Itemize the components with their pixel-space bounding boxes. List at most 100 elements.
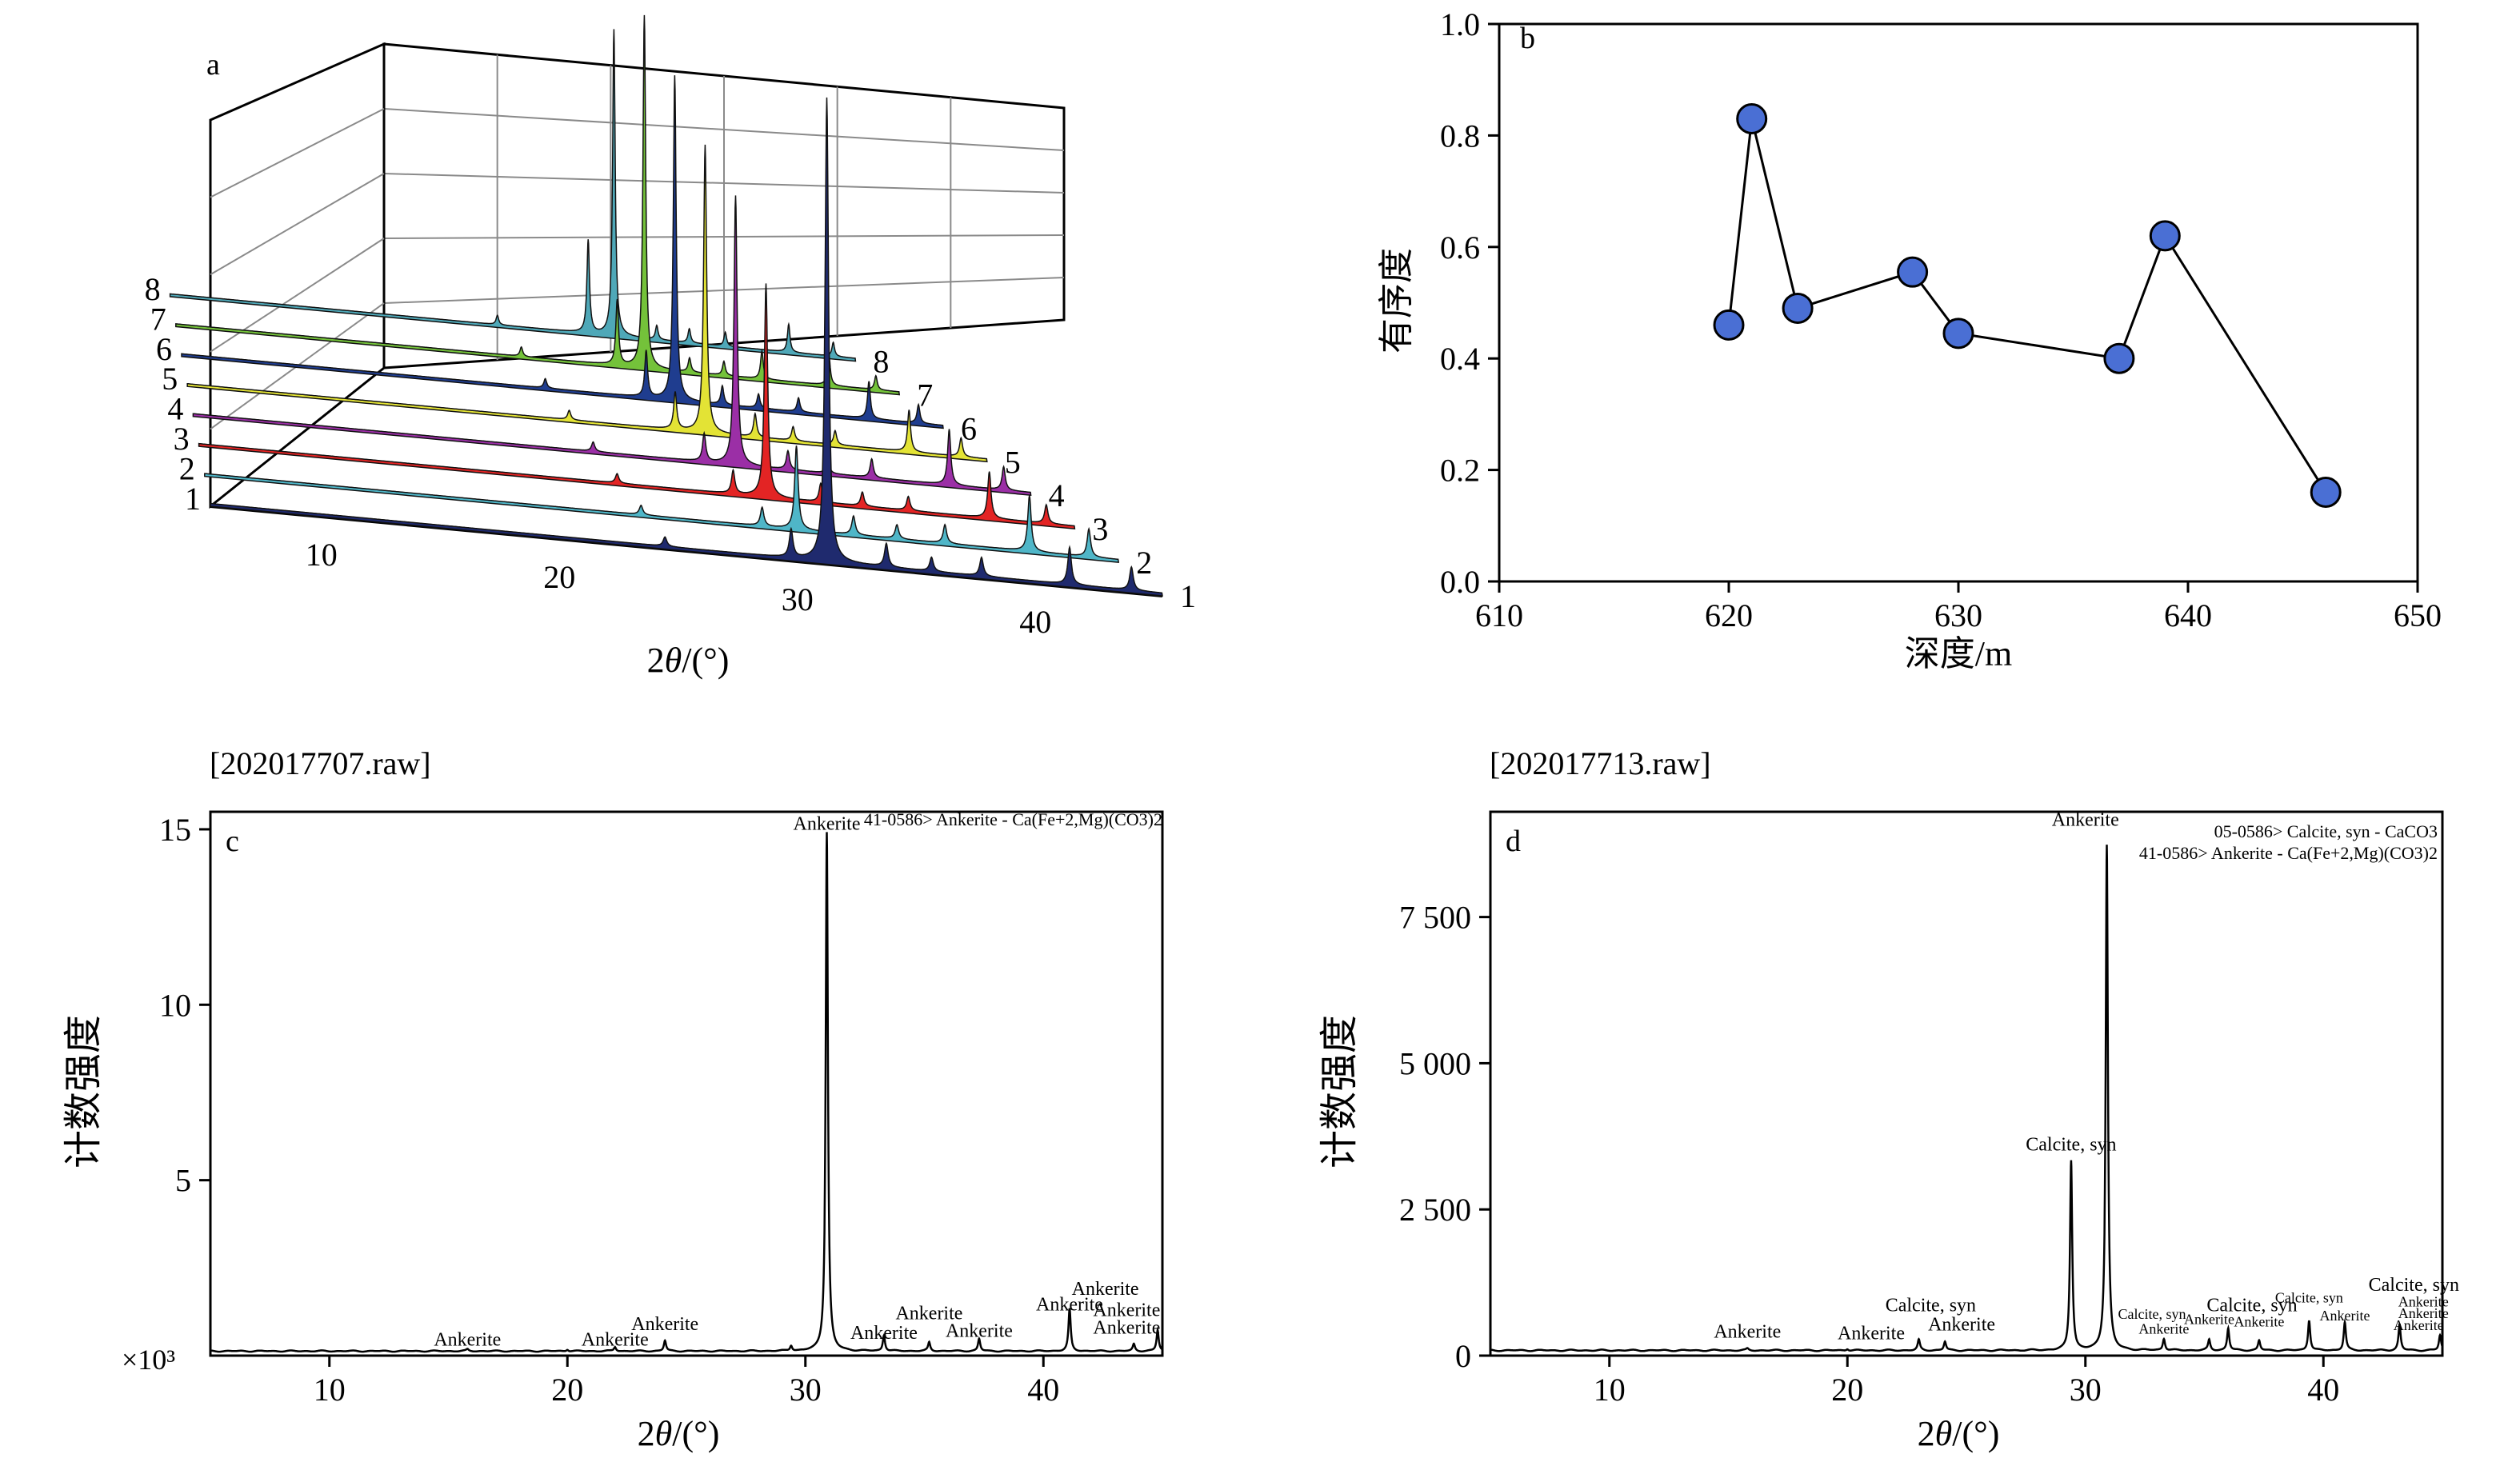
series-label-right: 4 bbox=[1049, 477, 1065, 513]
series-label-left: 1 bbox=[185, 481, 201, 517]
peak-annotation: Ankerite bbox=[2052, 810, 2119, 831]
peak-annotation: Calcite, syn bbox=[1886, 1295, 1976, 1316]
grid-line bbox=[383, 234, 1065, 239]
series-label-left: 5 bbox=[162, 361, 178, 397]
x-tick-label: 650 bbox=[2394, 597, 2442, 633]
peak-annotation: Calcite, syn bbox=[2369, 1275, 2459, 1296]
peak-annotation: Ankerite bbox=[2394, 1317, 2444, 1333]
peak-annotation: Calcite, syn bbox=[2275, 1290, 2343, 1306]
panel-d-file-name: [202017713.raw] bbox=[1490, 745, 1711, 781]
panel-b-x-axis-label: 深度/m bbox=[1905, 634, 2012, 673]
data-point bbox=[2103, 342, 2135, 374]
series-trace bbox=[210, 97, 1163, 597]
data-point bbox=[1782, 292, 1814, 324]
panel-a-x-axis-label: 2θ/(°) bbox=[647, 641, 730, 680]
x-tick-label: 40 bbox=[2307, 1372, 2339, 1408]
x-tick-label: 20 bbox=[551, 1372, 583, 1408]
series-label-left: 7 bbox=[150, 301, 166, 337]
panel-b-y-axis-label: 有序度 bbox=[1377, 248, 1416, 354]
peak-annotation: Calcite, syn bbox=[2118, 1306, 2186, 1322]
series-label-right: 8 bbox=[873, 344, 889, 380]
data-point bbox=[2310, 476, 2342, 508]
y-tick-label: 0.0 bbox=[1440, 564, 1480, 600]
series-label-left: 2 bbox=[179, 451, 195, 487]
peak-annotation: Ankerite bbox=[2320, 1308, 2370, 1324]
panel-c-reference: 41-0586> Ankerite - Ca(Fe+2,Mg)(CO3)2 bbox=[864, 809, 1162, 829]
peak-annotation: Ankerite bbox=[1036, 1295, 1103, 1316]
x-tick-label: 10 bbox=[1594, 1372, 1626, 1408]
data-point bbox=[1897, 256, 1929, 288]
peak-annotation: Ankerite bbox=[1093, 1300, 1160, 1320]
panel-c-y-axis-label: 计数强度 bbox=[62, 1015, 105, 1168]
plot-frame bbox=[1498, 22, 2419, 583]
series-line bbox=[1727, 118, 2327, 493]
peak-annotation: Ankerite bbox=[1093, 1317, 1160, 1338]
y-tick-label: 0.4 bbox=[1440, 341, 1480, 377]
series-label-left: 4 bbox=[167, 391, 183, 427]
panel-a-label: a bbox=[206, 48, 220, 82]
data-point bbox=[1713, 309, 1745, 341]
y-tick-label: 10 bbox=[159, 987, 191, 1023]
peak-annotation: Ankerite bbox=[1714, 1321, 1781, 1342]
panel-d-label: d bbox=[1506, 825, 1521, 858]
grid-line bbox=[210, 108, 385, 198]
series-trace bbox=[181, 75, 944, 429]
series-trace bbox=[198, 283, 1076, 530]
x-tick-label: 20 bbox=[1831, 1372, 1863, 1408]
panel-a-traces bbox=[169, 14, 1163, 597]
peak-annotation: Ankerite bbox=[2234, 1313, 2284, 1329]
peak-annotation: Ankerite bbox=[794, 814, 861, 835]
x-tick-label: 40 bbox=[1019, 604, 1051, 640]
series-trace bbox=[204, 445, 1120, 563]
y-tick-label: 0.2 bbox=[1440, 453, 1480, 489]
series-label-left: 6 bbox=[156, 331, 172, 367]
grid-line bbox=[383, 108, 1065, 151]
panel-d-y-axis-label: 计数强度 bbox=[1318, 1015, 1361, 1168]
peak-annotation: Calcite, syn bbox=[2206, 1295, 2297, 1316]
series-label-right: 1 bbox=[1180, 578, 1196, 614]
grid-line bbox=[383, 173, 1065, 194]
x-tick-label: 640 bbox=[2164, 597, 2212, 633]
xrd-trace bbox=[210, 832, 1163, 1353]
peak-annotation: Ankerite bbox=[631, 1314, 698, 1335]
panel-d-reference-2: 41-0586> Ankerite - Ca(Fe+2,Mg)(CO3)2 bbox=[2139, 843, 2438, 863]
peak-annotation: Ankerite bbox=[582, 1330, 649, 1351]
series-trace bbox=[186, 144, 988, 463]
data-point bbox=[2149, 220, 2181, 252]
y-tick-label: 7 500 bbox=[1399, 900, 1471, 936]
data-point bbox=[1942, 318, 1974, 350]
peak-annotation: Calcite, syn bbox=[2026, 1134, 2116, 1155]
series-trace bbox=[169, 29, 857, 362]
peak-annotation: Ankerite bbox=[895, 1304, 962, 1324]
y-tick-label: 1.0 bbox=[1440, 6, 1480, 42]
series-label-right: 6 bbox=[961, 410, 977, 446]
panel-c-x-axis-label: 2θ/(°) bbox=[638, 1414, 720, 1453]
data-point bbox=[1736, 102, 1768, 134]
peak-annotation: Ankerite bbox=[2184, 1312, 2234, 1328]
x-tick-label: 30 bbox=[782, 581, 814, 617]
side-wall bbox=[209, 42, 386, 509]
y-tick-label: 2 500 bbox=[1399, 1192, 1471, 1228]
peak-annotation: Ankerite bbox=[434, 1330, 501, 1351]
series-label-right: 2 bbox=[1136, 545, 1152, 581]
series-trace bbox=[192, 195, 1032, 497]
x-tick-label: 30 bbox=[790, 1372, 822, 1408]
peak-annotation: Ankerite bbox=[1928, 1315, 1995, 1336]
panel-c-y-multiplier: ×10³ bbox=[122, 1344, 175, 1376]
series-trace bbox=[175, 14, 901, 396]
peak-annotation: Ankerite bbox=[1838, 1324, 1905, 1344]
grid-line bbox=[210, 173, 385, 276]
series-label-right: 3 bbox=[1092, 511, 1108, 547]
y-tick-label: 5 bbox=[175, 1163, 191, 1199]
panel-b-axes: 610 620 630 640 650 0.0 0.2 0.4 0.6 0.8 1.0 bbox=[1440, 6, 2442, 633]
y-tick-label: 0 bbox=[1455, 1338, 1471, 1374]
panel-c-axes: 10 20 30 40 5 10 15 bbox=[159, 810, 1164, 1408]
plot-frame bbox=[209, 810, 1164, 1357]
x-tick-label: 610 bbox=[1475, 597, 1523, 633]
y-tick-label: 5 000 bbox=[1399, 1045, 1471, 1081]
